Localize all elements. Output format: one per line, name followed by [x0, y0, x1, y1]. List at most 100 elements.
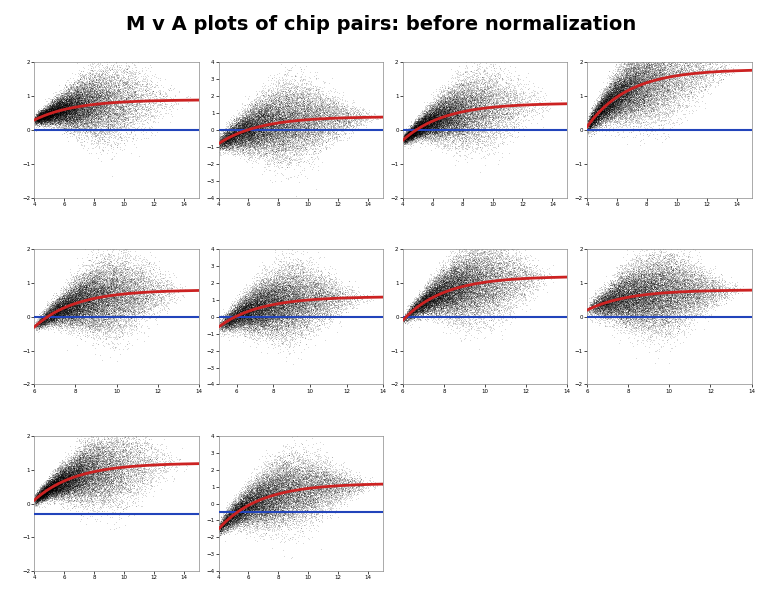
Point: [619, 279, 631, 289]
Point: [73, 285, 85, 295]
Point: [266, 518, 278, 527]
Point: [50, 490, 62, 499]
Point: [652, 296, 665, 305]
Point: [497, 262, 510, 271]
Point: [80, 105, 92, 114]
Point: [74, 472, 86, 482]
Point: [252, 499, 264, 508]
Point: [639, 66, 651, 76]
Point: [272, 502, 285, 512]
Point: [258, 109, 270, 119]
Point: [471, 253, 483, 263]
Point: [232, 506, 244, 516]
Point: [244, 300, 256, 309]
Point: [287, 296, 299, 306]
Point: [272, 479, 284, 488]
Point: [47, 108, 59, 117]
Point: [115, 496, 127, 505]
Point: [476, 111, 488, 121]
Point: [282, 299, 294, 308]
Point: [34, 314, 46, 324]
Point: [626, 278, 638, 288]
Point: [426, 124, 438, 133]
Point: [583, 115, 595, 124]
Point: [679, 273, 691, 282]
Point: [230, 306, 242, 315]
Point: [72, 461, 84, 471]
Point: [54, 112, 66, 121]
Point: [591, 107, 603, 117]
Point: [116, 328, 128, 338]
Point: [642, 274, 655, 283]
Point: [43, 482, 56, 491]
Point: [644, 72, 656, 82]
Point: [243, 303, 256, 313]
Point: [239, 112, 251, 122]
Point: [427, 115, 439, 125]
Point: [509, 290, 521, 299]
Point: [129, 129, 141, 139]
Point: [231, 129, 243, 139]
Point: [435, 286, 447, 296]
Point: [30, 323, 42, 333]
Point: [444, 102, 456, 111]
Point: [253, 96, 266, 106]
Point: [138, 115, 150, 124]
Point: [238, 315, 250, 324]
Point: [117, 264, 129, 273]
Point: [53, 475, 66, 485]
Point: [118, 478, 130, 488]
Point: [653, 85, 665, 95]
Point: [442, 297, 454, 306]
Point: [279, 299, 291, 308]
Point: [230, 120, 242, 130]
Point: [250, 502, 262, 511]
Point: [77, 143, 89, 152]
Point: [456, 280, 468, 290]
Point: [51, 483, 63, 493]
Point: [53, 471, 65, 480]
Point: [31, 116, 43, 126]
Point: [65, 101, 77, 110]
Point: [486, 101, 498, 110]
Point: [91, 309, 103, 319]
Point: [427, 289, 439, 298]
Point: [42, 111, 54, 121]
Point: [324, 118, 336, 127]
Point: [70, 474, 82, 483]
Point: [492, 282, 504, 292]
Point: [117, 248, 129, 257]
Point: [473, 271, 485, 281]
Point: [98, 98, 110, 107]
Point: [244, 497, 256, 507]
Point: [326, 500, 338, 509]
Point: [257, 505, 269, 514]
Point: [111, 455, 123, 465]
Point: [97, 94, 109, 104]
Point: [480, 284, 492, 293]
Point: [642, 266, 654, 275]
Point: [89, 283, 101, 292]
Point: [293, 516, 305, 526]
Point: [246, 306, 258, 316]
Point: [412, 129, 424, 139]
Point: [273, 118, 285, 127]
Point: [78, 463, 90, 472]
Point: [501, 258, 513, 268]
Point: [59, 102, 71, 111]
Point: [607, 304, 620, 314]
Point: [591, 112, 603, 121]
Point: [249, 306, 261, 315]
Point: [441, 307, 453, 317]
Point: [478, 118, 491, 128]
Point: [78, 84, 90, 93]
Point: [60, 101, 72, 110]
Point: [50, 100, 63, 109]
Point: [504, 109, 517, 118]
Point: [434, 272, 446, 281]
Point: [63, 480, 75, 489]
Point: [262, 479, 274, 488]
Point: [613, 284, 626, 293]
Point: [237, 146, 249, 155]
Point: [235, 491, 247, 500]
